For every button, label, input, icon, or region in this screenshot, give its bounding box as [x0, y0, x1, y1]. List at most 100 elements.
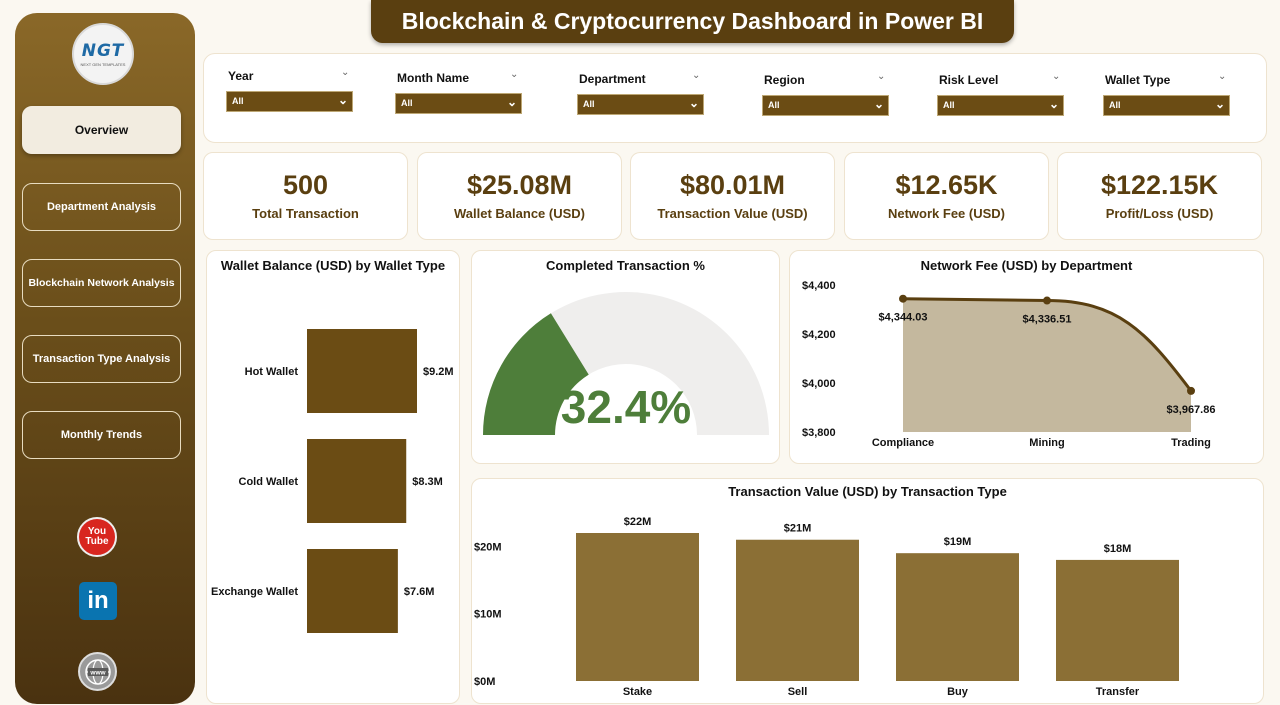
- filter-risk-level-label: Risk Level: [939, 73, 999, 87]
- bar-data-label: $7.6M: [404, 586, 435, 598]
- bar-data-label: $9.2M: [423, 366, 454, 378]
- kpi-value: $25.08M: [466, 170, 573, 200]
- kpi-profit-loss: $122.15K Profit/Loss (USD): [1057, 152, 1262, 240]
- gauge-value-label: 32.4%: [561, 381, 691, 433]
- transaction-value-chart-card: Transaction Value (USD) by Transaction T…: [471, 478, 1264, 704]
- chevron-down-icon: ⌄: [1214, 97, 1225, 111]
- wallet-bar: [307, 439, 407, 523]
- filter-region-label: Region: [764, 73, 805, 87]
- globe-icon[interactable]: www: [78, 652, 117, 691]
- filter-risk-level: Risk Level ⌄ All ⌄: [937, 71, 1064, 116]
- filter-wallet-type-select[interactable]: All ⌄: [1103, 95, 1230, 116]
- gauge-fill: [483, 313, 589, 435]
- kpi-value: 500: [282, 170, 329, 200]
- chevron-down-icon[interactable]: ⌄: [510, 69, 519, 80]
- filter-region-select[interactable]: All ⌄: [762, 95, 889, 116]
- x-tick-label: Sell: [788, 686, 808, 698]
- filter-year-select[interactable]: All ⌄: [226, 91, 353, 112]
- completed-transaction-gauge: 32.4%: [483, 292, 769, 435]
- nav-monthly-trends[interactable]: Monthly Trends: [22, 411, 181, 459]
- ngt-logo[interactable]: NGT NEXT GEN TEMPLATES: [72, 23, 134, 85]
- y-tick-label: $20M: [474, 541, 502, 553]
- x-tick-label: Trading: [1171, 437, 1211, 449]
- data-label: $4,344.03: [879, 312, 928, 324]
- kpi-value: $12.65K: [895, 170, 998, 200]
- kpi-label: Total Transaction: [252, 206, 359, 221]
- svg-text:www: www: [89, 669, 106, 676]
- network-fee-chart-card: Network Fee (USD) by Department $4,400 $4…: [789, 250, 1264, 464]
- chevron-down-icon[interactable]: ⌄: [1052, 71, 1061, 82]
- x-tick-label: Compliance: [872, 437, 934, 449]
- chevron-down-icon[interactable]: ⌄: [692, 70, 701, 81]
- nav-department-analysis[interactable]: Department Analysis: [22, 183, 181, 231]
- y-tick-label: $4,000: [802, 378, 836, 390]
- filter-risk-level-select[interactable]: All ⌄: [937, 95, 1064, 116]
- filter-month-label: Month Name: [397, 71, 469, 85]
- wallet-bar: [307, 329, 417, 413]
- kpi-value: $80.01M: [679, 170, 786, 200]
- nav-overview[interactable]: Overview: [22, 106, 181, 154]
- kpi-wallet-balance: $25.08M Wallet Balance (USD): [417, 152, 622, 240]
- bar-data-label: $18M: [1104, 543, 1132, 555]
- youtube-icon-text: You Tube: [85, 526, 109, 547]
- filter-wallet-type: Wallet Type ⌄ All ⌄: [1103, 71, 1230, 116]
- filter-department-select[interactable]: All ⌄: [577, 94, 704, 115]
- network-fee-chart: $4,400 $4,200 $4,000 $3,800 $4,344.03 Complia…: [802, 280, 1216, 449]
- logo-subtext: NEXT GEN TEMPLATES: [80, 62, 126, 67]
- bar-data-label: $19M: [944, 536, 972, 548]
- data-label: $4,336.51: [1023, 314, 1072, 326]
- chevron-down-icon[interactable]: ⌄: [877, 71, 886, 82]
- filter-year: Year ⌄ All ⌄: [226, 67, 353, 112]
- filter-year-label: Year: [228, 69, 254, 83]
- y-tick-label: $4,400: [802, 280, 836, 292]
- filter-department: Department ⌄ All ⌄: [577, 70, 704, 115]
- kpi-total-transaction: 500 Total Transaction: [203, 152, 408, 240]
- y-tick-label: $3,800: [802, 427, 836, 439]
- youtube-icon[interactable]: You Tube: [77, 517, 117, 557]
- area-fill: [903, 298, 1191, 432]
- bar-category-label: Exchange Wallet: [211, 586, 298, 598]
- filter-wallet-type-label: Wallet Type: [1105, 73, 1171, 87]
- chart-title: Wallet Balance (USD) by Wallet Type: [220, 258, 446, 273]
- bar-data-label: $21M: [784, 523, 812, 535]
- filter-month: Month Name ⌄ All ⌄: [395, 69, 522, 114]
- transaction-bar: [576, 533, 699, 681]
- data-point: [1187, 386, 1195, 395]
- kpi-transaction-value: $80.01M Transaction Value (USD): [630, 152, 835, 240]
- nav-blockchain-network-analysis[interactable]: Blockchain Network Analysis: [22, 259, 181, 307]
- bar-category-label: Hot Wallet: [245, 366, 299, 378]
- kpi-label: Transaction Value (USD): [657, 206, 808, 221]
- data-point: [1043, 296, 1051, 305]
- kpi-label: Profit/Loss (USD): [1105, 206, 1214, 221]
- filter-department-label: Department: [579, 72, 646, 86]
- linkedin-icon[interactable]: in: [79, 582, 117, 620]
- filter-region: Region ⌄ All ⌄: [762, 71, 889, 116]
- area-line: [902, 297, 1193, 392]
- x-tick-label: Stake: [623, 686, 652, 698]
- chevron-down-icon: ⌄: [873, 97, 884, 111]
- kpi-label: Network Fee (USD): [887, 206, 1006, 221]
- chevron-down-icon: ⌄: [337, 93, 348, 107]
- filter-month-select[interactable]: All ⌄: [395, 93, 522, 114]
- x-tick-label: Mining: [1029, 437, 1064, 449]
- chart-title: Network Fee (USD) by Department: [920, 258, 1133, 273]
- data-point: [899, 294, 907, 303]
- bar-data-label: $22M: [624, 516, 652, 528]
- y-tick-label: $10M: [474, 609, 502, 621]
- chevron-down-icon[interactable]: ⌄: [1218, 71, 1227, 82]
- transaction-bar: [896, 553, 1019, 681]
- chevron-down-icon[interactable]: ⌄: [341, 67, 350, 78]
- bar-data-label: $8.3M: [412, 476, 443, 488]
- page-title: Blockchain & Cryptocurrency Dashboard in…: [371, 0, 1014, 43]
- chart-title: Completed Transaction %: [546, 258, 705, 273]
- kpi-network-fee: $12.65K Network Fee (USD): [844, 152, 1049, 240]
- transaction-bar: [1056, 559, 1179, 681]
- nav-transaction-type-analysis[interactable]: Transaction Type Analysis: [22, 335, 181, 383]
- completed-transaction-gauge-card: Completed Transaction % 32.4%: [471, 250, 780, 464]
- data-label: $3,967.86: [1167, 404, 1216, 416]
- linkedin-icon-text: in: [87, 587, 109, 614]
- chevron-down-icon: ⌄: [688, 96, 699, 110]
- sidebar: NGT NEXT GEN TEMPLATES Overview Departme…: [15, 13, 195, 704]
- transaction-value-chart: $20M $10M $0M $22M Stake $21M Sell $19M Buy $18M T…: [474, 516, 1179, 698]
- logo-text: NGT: [81, 41, 125, 61]
